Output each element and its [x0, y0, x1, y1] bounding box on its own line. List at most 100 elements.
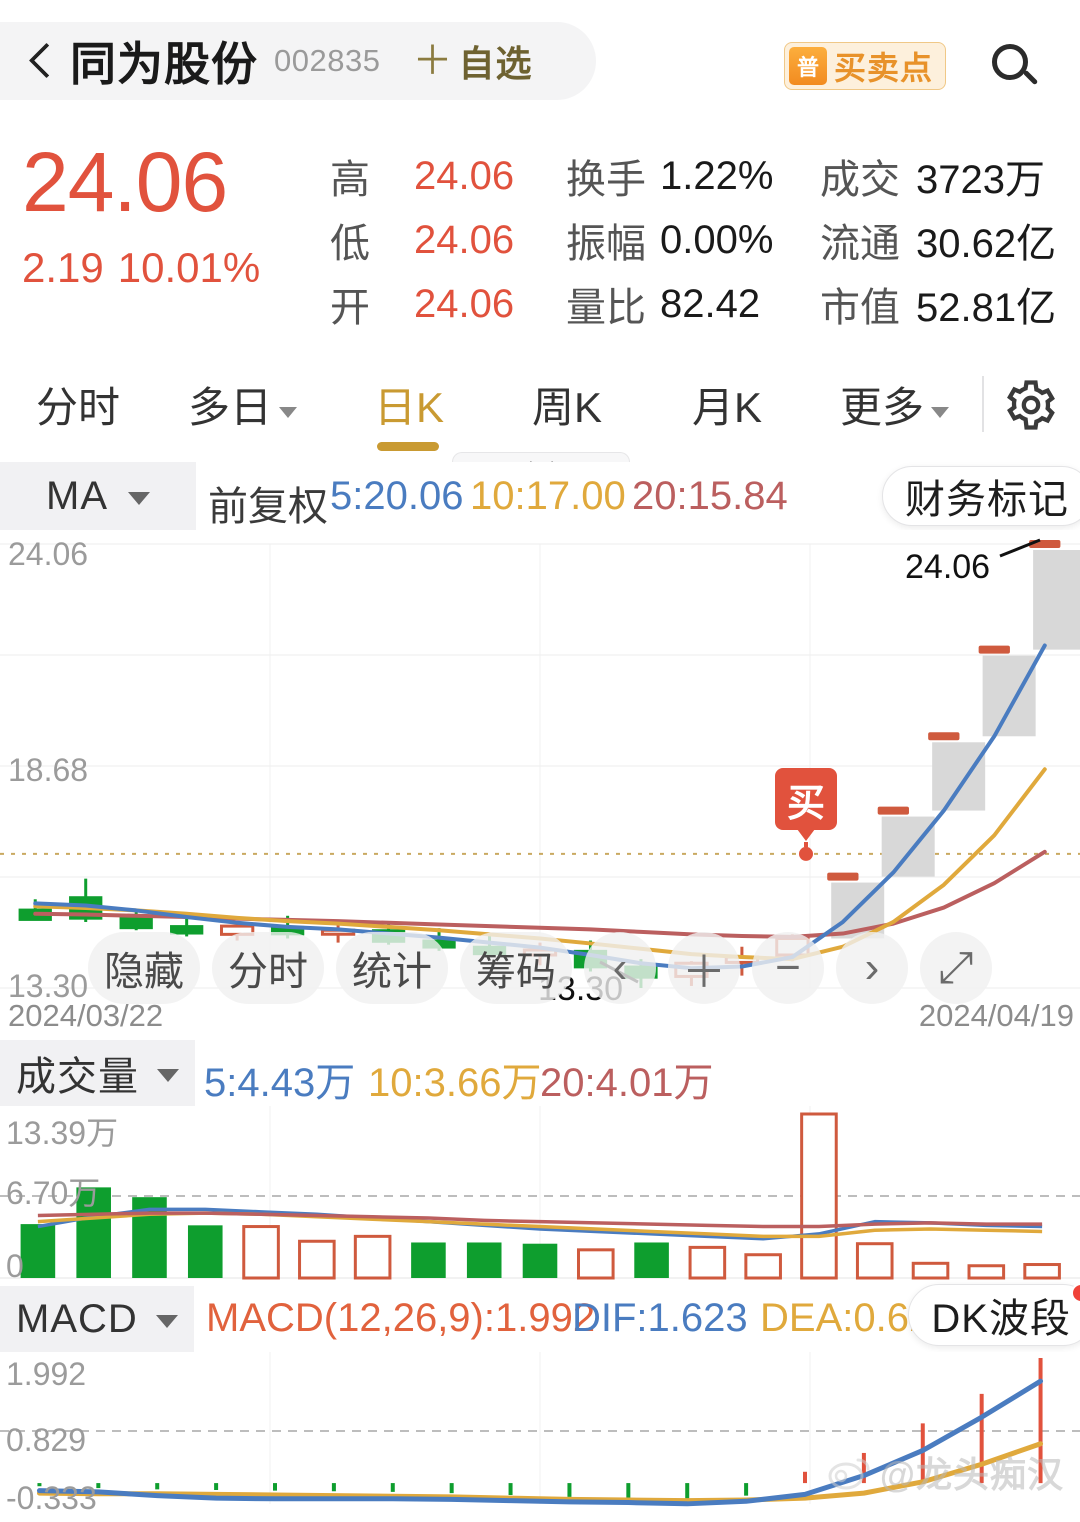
quote-stat-value: 0.00% — [660, 217, 774, 262]
date-axis-end: 2024/04/19 — [918, 998, 1074, 1033]
chart-floating-toolbar: 隐藏 分时 统计 筹码 ‹ ＋ − › ⤢ — [88, 932, 1060, 1004]
stock-name: 同为股份 — [70, 38, 258, 90]
nav-title-pill: 同为股份 002835 ＋ 自选 — [0, 22, 596, 100]
watermark-text: @龙头痴汉 — [879, 1454, 1064, 1495]
quote-stat-label: 换手 — [566, 158, 646, 202]
next-arrow-icon[interactable]: › — [836, 932, 908, 1004]
volume-selector[interactable]: 成交量 — [0, 1040, 195, 1106]
tab-label: 周K — [532, 384, 603, 431]
tab-日K[interactable]: 日K — [374, 374, 444, 435]
add-favorite-button[interactable]: ＋ 自选 — [412, 35, 532, 87]
tab-label: 日K — [374, 384, 445, 431]
chips-button[interactable]: 筹码 — [460, 932, 572, 1004]
tab-label: 月K — [692, 384, 763, 431]
tab-label: 多日 — [188, 384, 273, 431]
finance-mark-button[interactable]: 财务标记 — [882, 466, 1080, 526]
ma-label: MA — [46, 473, 108, 518]
quote-stat-value: 52.81亿 — [916, 286, 1057, 330]
quote-stat-row: 高 24.06 换手 1.22% 成交 3723万 — [330, 144, 1070, 208]
buysell-point-label: 买卖点 — [833, 50, 933, 86]
change-absolute: 2.19 — [22, 244, 104, 291]
pu-badge-icon: 普 — [788, 47, 827, 85]
plus-icon: ＋ — [412, 39, 453, 83]
active-tab-underline — [377, 442, 439, 451]
ma-value: 5:20.06 — [330, 474, 464, 518]
ma-value: 20:15.84 — [632, 474, 788, 518]
macd-value: MACD(12,26,9):1.992 — [206, 1296, 596, 1340]
top-nav: 同为股份 002835 ＋ 自选 普 买卖点 — [0, 0, 1080, 122]
quote-stats-grid: 高 24.06 换手 1.22% 成交 3723万低 24.06 振幅 0.00% 流通 30.62… — [330, 144, 1070, 336]
chevron-down-icon — [155, 1315, 178, 1328]
volume-ma-value: 10:3.66万 — [368, 1061, 542, 1105]
chevron-down-icon — [128, 492, 150, 505]
quote-stat-value: 24.06 — [414, 153, 515, 198]
dk-band-button[interactable]: DK波段 — [908, 1283, 1080, 1346]
notification-dot-icon — [1071, 1283, 1080, 1303]
macd-indicator-header: MACD MACD(12,26,9):1.992 DIF:1.623 DEA:0.6… — [0, 1283, 1080, 1352]
quote-stat-row: 低 24.06 振幅 0.00% 流通 30.62亿 — [330, 208, 1070, 272]
volume-ma-value: 5:4.43万 — [204, 1061, 356, 1105]
adjust-mode-label[interactable]: 前复权 — [208, 485, 328, 529]
quote-stat-value: 30.62亿 — [916, 222, 1057, 266]
zoom-out-icon[interactable]: − — [752, 932, 824, 1004]
period-tab-bar: 分时 多日 日K 周K 月K 更多 — [0, 360, 1080, 462]
tab-分时[interactable]: 分时 — [36, 374, 120, 435]
divider — [982, 376, 984, 432]
quote-stat-value: 3723万 — [916, 158, 1045, 202]
prev-arrow-icon[interactable]: ‹ — [584, 932, 656, 1004]
ma-selector[interactable]: MA — [0, 462, 196, 530]
quote-stat-label: 低 — [330, 222, 370, 266]
date-axis: 2024/03/22 2024/04/19 — [0, 998, 1080, 1040]
volume-chart-panel[interactable]: 13.39万 6.70万 0 — [0, 1106, 1080, 1286]
macd-selector[interactable]: MACD — [0, 1286, 194, 1352]
macd-value: DIF:1.623 — [572, 1296, 748, 1340]
volume-ma-value: 20:4.01万 — [540, 1061, 714, 1105]
ma-value: 10:17.00 — [470, 474, 626, 518]
add-favorite-label: 自选 — [458, 43, 533, 84]
weibo-icon — [828, 1458, 870, 1490]
quote-stat-label: 振幅 — [566, 222, 646, 266]
dk-band-label: DK波段 — [931, 1297, 1071, 1341]
buy-signal-marker[interactable]: 买 — [775, 768, 837, 841]
quote-stat-label: 成交 — [820, 158, 900, 202]
tab-label: 更多 — [840, 384, 925, 431]
quote-main: 24.06 2.19 10.01% — [22, 140, 322, 292]
quote-stat-value: 1.22% — [660, 153, 774, 198]
quote-stat-label: 市值 — [820, 286, 900, 330]
stock-code: 002835 — [274, 43, 381, 78]
last-price: 24.06 — [22, 135, 228, 229]
buysell-point-button[interactable]: 普 买卖点 — [783, 42, 946, 90]
volume-indicator-header: 成交量 5:4.43万 10:3.66万 20:4.01万 — [0, 1040, 1080, 1106]
quote-stat-value: 24.06 — [414, 217, 515, 262]
zoom-in-icon[interactable]: ＋ — [668, 932, 740, 1004]
finance-mark-label: 财务标记 — [905, 478, 1069, 522]
tab-多日[interactable]: 多日 — [188, 374, 298, 435]
gear-icon[interactable] — [1004, 378, 1058, 432]
kline-chart-panel[interactable]: 24.06 18.68 13.30 24.06 13.30 买 — [0, 530, 1080, 1008]
quote-stat-row: 开 24.06 量比 82.42 市值 52.81亿 — [330, 272, 1070, 336]
chevron-down-icon — [157, 1069, 179, 1082]
tab-月K[interactable]: 月K — [692, 374, 762, 435]
fullscreen-icon[interactable]: ⤢ — [920, 932, 992, 1004]
quote-stat-label: 高 — [330, 158, 370, 202]
chevron-down-icon — [279, 407, 298, 418]
weibo-watermark: @龙头痴汉 — [828, 1446, 1064, 1498]
quote-stat-value: 24.06 — [414, 281, 515, 326]
ma-indicator-bar: MA 前复权 5:20.06 10:17.00 20:15.84 财务标记 — [0, 462, 1080, 530]
quote-stat-value: 82.42 — [660, 281, 761, 326]
volume-label: 成交量 — [16, 1055, 139, 1099]
macd-label: MACD — [16, 1296, 138, 1341]
search-icon[interactable] — [990, 42, 1042, 94]
quote-stat-label: 开 — [330, 286, 370, 330]
hide-button[interactable]: 隐藏 — [88, 932, 200, 1004]
stats-button[interactable]: 统计 — [336, 932, 448, 1004]
tab-更多[interactable]: 更多 — [840, 374, 950, 435]
high-price-annotation: 24.06 — [905, 548, 991, 586]
quote-stat-label: 量比 — [566, 286, 646, 330]
quote-stat-label: 流通 — [820, 222, 900, 266]
tab-label: 分时 — [36, 384, 121, 431]
back-chevron-icon[interactable] — [18, 39, 62, 83]
tab-周K[interactable]: 周K — [532, 374, 602, 435]
timeshare-button[interactable]: 分时 — [212, 932, 324, 1004]
